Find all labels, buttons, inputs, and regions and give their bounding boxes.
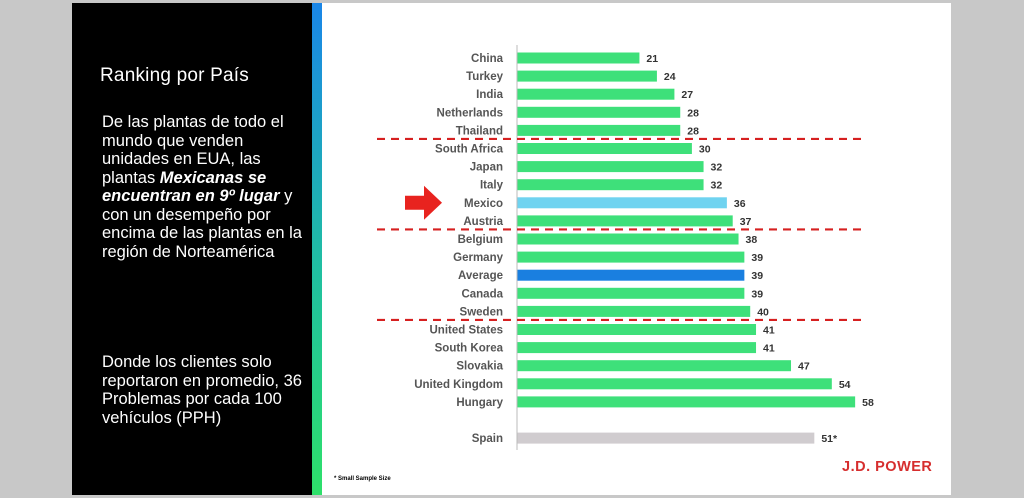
value-label: 39 xyxy=(751,270,763,282)
highlight-arrow-icon xyxy=(405,185,442,220)
category-label: Spain xyxy=(472,433,503,445)
value-label: 39 xyxy=(751,288,763,300)
category-label: Average xyxy=(458,270,503,282)
category-label: Germany xyxy=(453,252,503,264)
category-label: Canada xyxy=(461,288,503,300)
value-label: 54 xyxy=(839,379,851,391)
bar-canada xyxy=(517,287,745,299)
bar-italy xyxy=(517,179,704,191)
bar-mexico xyxy=(517,197,727,209)
value-label: 39 xyxy=(751,252,763,264)
bar-spain xyxy=(517,432,815,444)
bar-austria xyxy=(517,215,733,227)
bar-japan xyxy=(517,161,704,173)
category-label: India xyxy=(476,89,503,101)
bar-china xyxy=(517,52,640,64)
category-label: Italy xyxy=(480,180,504,192)
footnote: * Small Sample Size xyxy=(334,476,391,482)
category-label: China xyxy=(471,53,504,65)
bar-south-africa xyxy=(517,143,692,154)
category-label: Slovakia xyxy=(456,361,503,373)
category-label: United Kingdom xyxy=(414,379,503,391)
bar-india xyxy=(517,88,675,100)
accent-bar xyxy=(312,3,322,495)
bar-turkey xyxy=(517,70,657,82)
slide: Ranking por País De las plantas de todo … xyxy=(72,3,951,495)
left-panel: Ranking por País De las plantas de todo … xyxy=(72,3,312,495)
bar-thailand xyxy=(517,124,681,136)
category-label: Thailand xyxy=(456,125,503,137)
value-label: 32 xyxy=(711,180,723,192)
bar-belgium xyxy=(517,233,739,245)
bar-netherlands xyxy=(517,106,681,118)
bar-south-korea xyxy=(517,342,757,354)
bar-germany xyxy=(517,251,745,263)
brand-logo: J.D. POWER xyxy=(842,459,933,475)
bar-united-states xyxy=(517,324,757,335)
value-label: 30 xyxy=(699,144,711,156)
value-label: 41 xyxy=(763,343,775,355)
category-label: Hungary xyxy=(456,397,503,409)
category-label: Belgium xyxy=(458,234,503,246)
value-label: 28 xyxy=(687,107,699,119)
panel-body: De las plantas de todo el mundo que vend… xyxy=(102,113,307,261)
category-label: Netherlands xyxy=(437,107,503,119)
value-label: 36 xyxy=(734,198,746,210)
category-label: United States xyxy=(430,325,504,337)
value-label: 37 xyxy=(740,216,752,228)
panel-body-2: Donde los clientes solo reportaron en pr… xyxy=(102,353,302,427)
bar-slovakia xyxy=(517,360,792,372)
category-label: Austria xyxy=(463,216,503,228)
bar-united-kingdom xyxy=(517,378,832,390)
panel-body-text-1: De las plantas de todo el mundo que vend… xyxy=(102,113,284,187)
panel-body-text-2: y con un desempeño por encima de las pla… xyxy=(102,187,302,261)
category-label: South Korea xyxy=(435,343,504,355)
value-label: 27 xyxy=(681,89,693,101)
value-label: 58 xyxy=(862,397,874,409)
value-label: 51* xyxy=(821,433,838,445)
bar-hungary xyxy=(517,396,856,408)
value-label: 21 xyxy=(646,53,658,65)
bar-chart: China 21 Turkey 24 India 27 Netherlands 28 Thail… xyxy=(377,45,874,450)
value-label: 47 xyxy=(798,361,810,373)
value-label: 38 xyxy=(746,234,758,246)
category-label: South Africa xyxy=(435,144,504,156)
bar-average xyxy=(517,269,745,281)
value-label: 32 xyxy=(711,162,723,174)
panel-body-emphasis: Mexicanas se encuentran en 9º lugar xyxy=(102,168,280,206)
value-label: 41 xyxy=(763,325,775,337)
value-label: 40 xyxy=(757,306,769,318)
value-label: 24 xyxy=(664,71,676,83)
panel-title: Ranking por País xyxy=(100,65,249,86)
category-label: Turkey xyxy=(466,71,503,83)
category-label: Sweden xyxy=(460,306,503,318)
category-label: Japan xyxy=(470,162,503,174)
bar-sweden xyxy=(517,305,751,317)
value-label: 28 xyxy=(687,125,699,137)
category-label: Mexico xyxy=(464,198,503,210)
